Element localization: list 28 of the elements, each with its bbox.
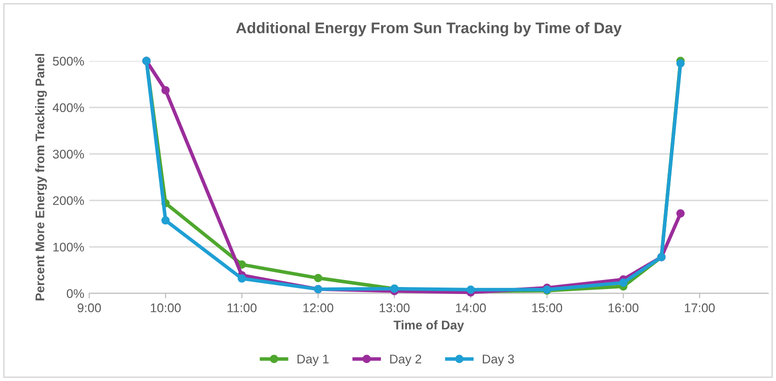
legend-label: Day 3 xyxy=(482,354,514,366)
x-tick-label: 15:00 xyxy=(532,303,562,312)
point xyxy=(238,274,246,283)
legend-label: Day 1 xyxy=(298,354,329,366)
x-axis-title: Time of Day xyxy=(394,320,464,332)
y-tick-label: 200% xyxy=(53,196,84,206)
x-tick-label: 16:00 xyxy=(608,303,638,312)
legend-label: Day 2 xyxy=(390,354,422,366)
x-tick-label: 10:00 xyxy=(150,303,181,312)
x-tick-label: 11:00 xyxy=(228,303,257,312)
point xyxy=(161,216,170,225)
point xyxy=(676,209,685,218)
point xyxy=(676,59,685,68)
point xyxy=(619,278,628,287)
x-tick-label: 17:00 xyxy=(684,303,715,312)
point xyxy=(314,274,322,282)
x-tick-label: 9:00 xyxy=(78,303,101,312)
point xyxy=(161,86,170,94)
x-tick-label: 12:00 xyxy=(303,303,334,312)
y-tick-label: 300% xyxy=(52,150,84,159)
y-tick-label: 400% xyxy=(52,103,84,112)
y-axis-title: Percent More Energy from Tracking Panel xyxy=(35,54,47,300)
y-tick-label: 500% xyxy=(52,56,84,66)
x-tick-label: 14:00 xyxy=(456,303,486,312)
y-tick-label: 100% xyxy=(53,242,84,252)
x-tick-label: 13:00 xyxy=(380,303,410,312)
y-tick-label: 0% xyxy=(66,289,84,298)
chart-title: Additional Energy From Sun Tracking by Time of Day xyxy=(236,22,622,36)
